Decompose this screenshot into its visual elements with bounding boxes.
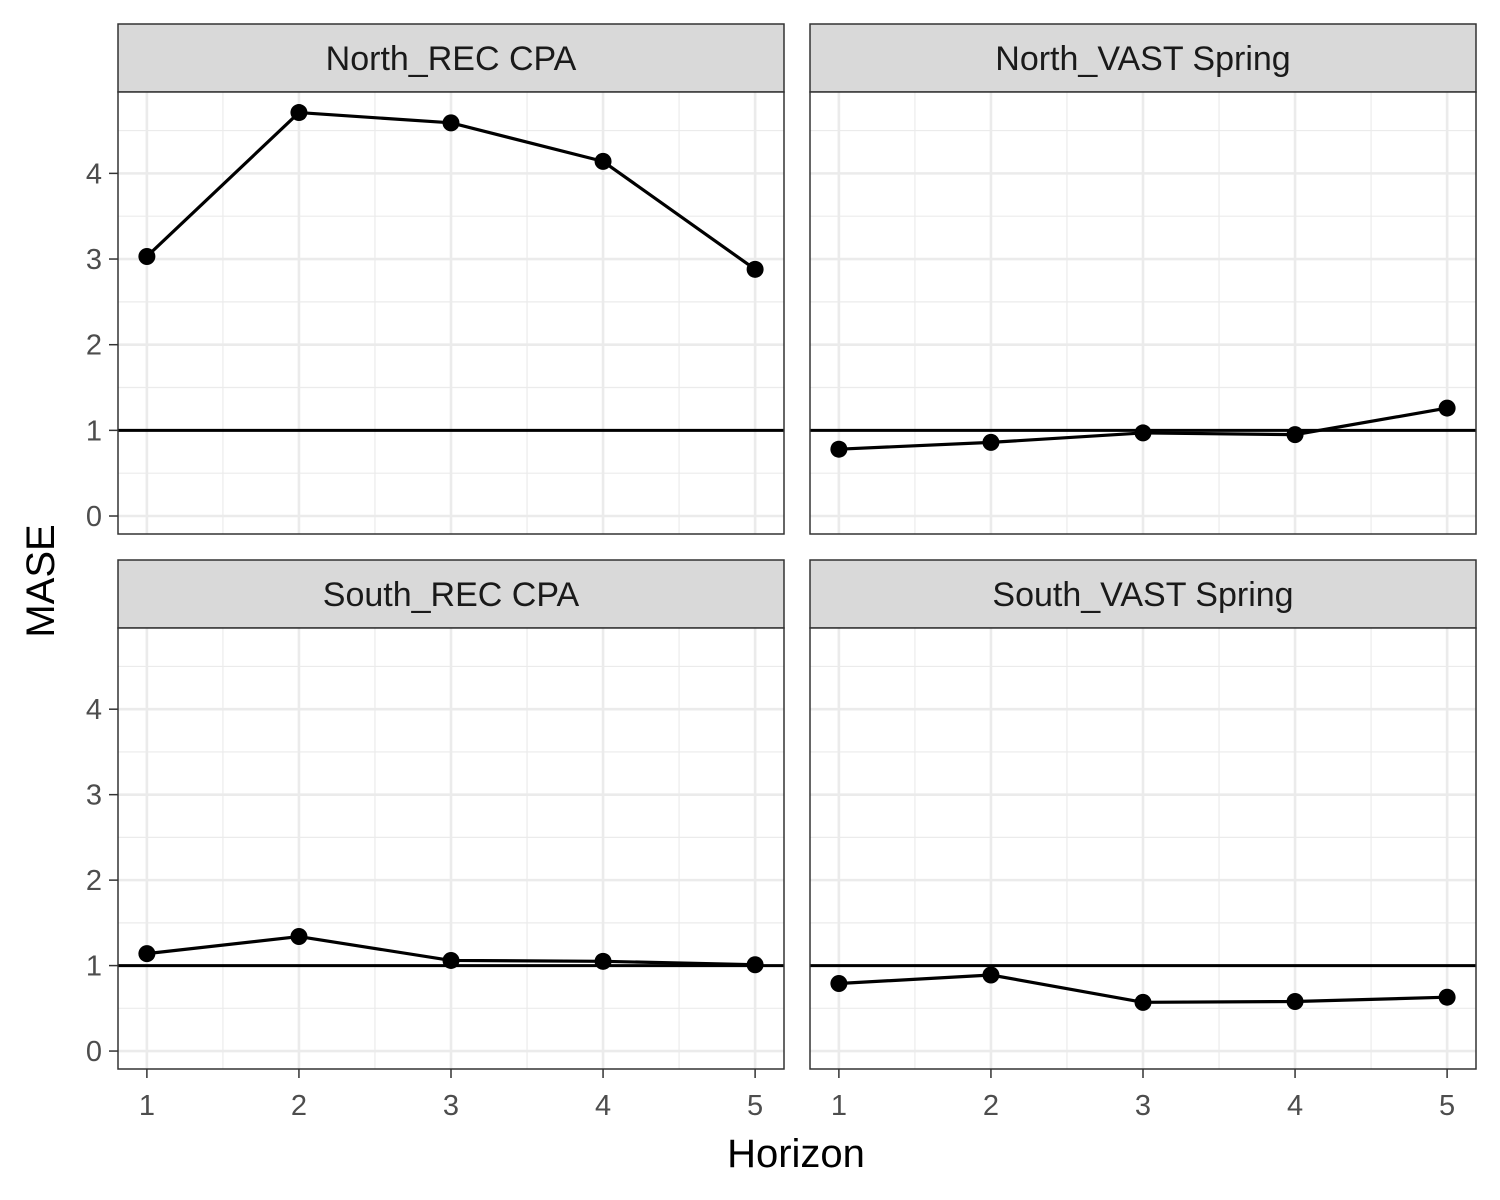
x-axis-title: Horizon (727, 1132, 865, 1176)
facet-panel: North_VAST Spring (809, 23, 1477, 535)
y-tick-label: 0 (86, 501, 102, 533)
x-tick-label: 3 (443, 1090, 459, 1122)
facet-panel: South_VAST Spring 1 2 3 4 5 (809, 559, 1477, 1122)
data-point (1286, 992, 1304, 1010)
y-tick-label: 1 (86, 415, 102, 447)
x-tick-label: 4 (595, 1090, 611, 1122)
x-tick-label: 1 (139, 1090, 155, 1122)
x-tick-label: 2 (983, 1090, 999, 1122)
facet-strip (117, 23, 785, 93)
data-point (746, 956, 764, 974)
panel-border (117, 91, 785, 535)
data-point (1438, 988, 1456, 1006)
data-point (138, 945, 156, 963)
facet-panel: North_REC CPA 0 1 2 3 4 (86, 23, 785, 535)
data-point (290, 104, 308, 122)
x-tick-label: 1 (831, 1090, 847, 1122)
data-point (1134, 993, 1152, 1011)
data-point (982, 966, 1000, 984)
y-tick-label: 0 (86, 1036, 102, 1068)
facet-title: South_REC CPA (323, 576, 580, 614)
data-point (594, 152, 612, 170)
data-point (830, 975, 848, 993)
data-point (442, 951, 460, 969)
data-point (1286, 426, 1304, 444)
y-tick-label: 3 (86, 780, 102, 812)
data-point (830, 440, 848, 458)
facet-title: South_VAST Spring (992, 576, 1293, 614)
x-tick-label: 2 (291, 1090, 307, 1122)
facet-strip (809, 23, 1477, 93)
y-tick-label: 4 (86, 694, 102, 726)
data-point (138, 247, 156, 265)
data-point (1134, 424, 1152, 442)
y-tick-label: 2 (86, 865, 102, 897)
data-point (594, 952, 612, 970)
x-tick-label: 3 (1135, 1090, 1151, 1122)
facet-panel: South_REC CPA 0 1 2 3 4 1 2 3 4 5 (86, 559, 785, 1122)
facet-strip (809, 559, 1477, 629)
x-tick-label: 5 (1439, 1090, 1455, 1122)
y-tick-label: 3 (86, 244, 102, 276)
data-point (982, 433, 1000, 451)
facet-title: North_VAST Spring (995, 40, 1290, 78)
y-tick-label: 4 (86, 158, 102, 190)
data-point (1438, 399, 1456, 417)
y-tick-label: 2 (86, 330, 102, 362)
data-point (290, 928, 308, 946)
facet-title: North_REC CPA (326, 40, 577, 78)
panel-border (809, 91, 1477, 535)
x-tick-label: 5 (747, 1090, 763, 1122)
y-axis-title: MASE (19, 524, 63, 637)
y-tick-label: 1 (86, 951, 102, 983)
x-tick-label: 4 (1287, 1090, 1303, 1122)
facet-strip (117, 559, 785, 629)
data-point (746, 260, 764, 278)
data-point (442, 114, 460, 132)
